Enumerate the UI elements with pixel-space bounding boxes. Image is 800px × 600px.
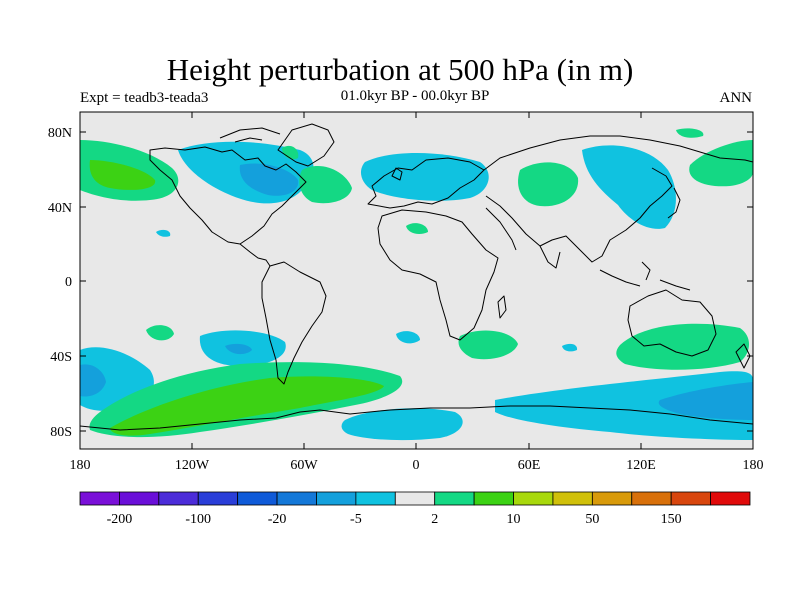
- anomaly-negative-indian-small: [562, 343, 578, 352]
- anomaly-negative-southern-pacific-west-core: [80, 364, 106, 397]
- anomaly-positive-africa-small: [406, 223, 428, 234]
- anomaly-positive-north-pacific-west-core: [89, 160, 156, 190]
- colorbar-swatch: [473, 491, 514, 506]
- lon-tick-label: 180: [743, 458, 764, 473]
- coastlines: [80, 123, 753, 431]
- anomaly-positive-arctic-small: [676, 128, 704, 138]
- coastline-australia: [627, 289, 717, 357]
- anomaly-negative-antarctic-indian-core: [658, 382, 753, 420]
- anomaly-negative-antarctic-indian: [495, 371, 753, 440]
- colorbar-swatch: [316, 491, 357, 506]
- colorbar-swatch: [513, 491, 554, 506]
- colorbar-swatch: [355, 491, 396, 506]
- lat-tick-label: 40N: [48, 201, 72, 216]
- anomaly-negative-south-pacific-core: [225, 343, 252, 355]
- lon-tick-label: 120W: [175, 458, 210, 473]
- colorbar-swatch: [591, 491, 633, 506]
- lat-tick-label: 40S: [50, 350, 72, 365]
- lon-tick-label: 120E: [626, 458, 656, 473]
- colorbar-tick-label: 150: [661, 512, 682, 527]
- anomaly-positive-south-pacific-small: [146, 325, 174, 341]
- anomaly-negative-europe: [360, 153, 489, 201]
- map-axes: 80N 40N 0 40S 80S 180 120W 60W 0 60E 120E 180: [48, 112, 764, 473]
- colorbar-swatch: [158, 491, 199, 506]
- lon-tick-label: 60W: [290, 458, 318, 473]
- colorbar-swatch: [119, 491, 160, 506]
- anomaly-negative-east-asia: [582, 145, 676, 229]
- coastline-antarctica: [80, 405, 753, 431]
- coastline-arctic-islands: [219, 127, 281, 143]
- coastline-se-asia-islands: [599, 261, 691, 291]
- season-label: ANN: [719, 90, 753, 106]
- colorbar-tick-label: -20: [268, 512, 287, 527]
- colorbar-swatch: [710, 491, 751, 506]
- coastline-japan: [667, 187, 681, 219]
- lat-tick-label: 80N: [48, 126, 72, 141]
- colorbar-tick-label: -200: [107, 512, 133, 527]
- coastline-greenland: [277, 123, 335, 167]
- anomaly-fill: [80, 128, 753, 441]
- lat-tick-label: 0: [65, 275, 72, 290]
- coastline-uk: [391, 167, 403, 181]
- anomaly-negative-south-atlantic-small: [396, 331, 420, 344]
- map-plot-area: [80, 112, 753, 449]
- coastline-north-america: [149, 146, 307, 245]
- colorbar-swatch: [79, 491, 120, 506]
- coastline-europe: [367, 157, 485, 209]
- anomaly-positive-far-east-pacific: [689, 140, 753, 187]
- colorbar-tick-label: 10: [507, 512, 521, 527]
- anomaly-negative-north-america-core: [239, 163, 299, 196]
- anomaly-positive-central-asia: [518, 162, 579, 207]
- anomaly-positive-southern-ocean-core: [110, 376, 384, 436]
- colorbar-swatch: [670, 491, 711, 506]
- coastline-south-america: [261, 261, 327, 385]
- colorbar-swatch: [631, 491, 672, 506]
- period-label: 01.0kyr BP - 00.0kyr BP: [340, 88, 490, 104]
- colorbar: -200 -100 -20 -5 2 10 50 150: [79, 491, 751, 527]
- colorbar-swatch: [237, 491, 278, 506]
- coastline-arabia-india: [485, 207, 561, 269]
- plot-title: Height perturbation at 500 hPa (in m): [166, 52, 634, 87]
- anomaly-negative-east-pacific-small: [156, 229, 171, 237]
- lon-tick-label: 180: [70, 458, 91, 473]
- coastline-asia: [483, 135, 753, 263]
- colorbar-swatch: [552, 491, 593, 506]
- colorbar-swatch: [434, 491, 475, 506]
- colorbar-swatch: [276, 491, 317, 506]
- colorbar-tick-label: -5: [350, 512, 362, 527]
- anomaly-negative-antarctic-atlantic: [341, 408, 463, 441]
- lon-tick-label: 0: [413, 458, 420, 473]
- colorbar-tick-label: -100: [185, 512, 211, 527]
- coastline-madagascar: [497, 295, 507, 319]
- colorbar-swatch: [394, 491, 436, 506]
- coastline-africa: [377, 209, 499, 341]
- colorbar-tick-label: 50: [585, 512, 599, 527]
- colorbar-tick-label: 2: [431, 512, 438, 527]
- anomaly-positive-south-africa: [458, 330, 518, 360]
- colorbar-swatch: [197, 491, 239, 506]
- experiment-label: Expt = teadb3-teada3: [80, 90, 209, 106]
- lon-tick-label: 60E: [518, 458, 541, 473]
- coastline-central-america: [239, 243, 271, 267]
- anomaly-positive-north-atlantic: [299, 166, 352, 204]
- lat-tick-label: 80S: [50, 425, 72, 440]
